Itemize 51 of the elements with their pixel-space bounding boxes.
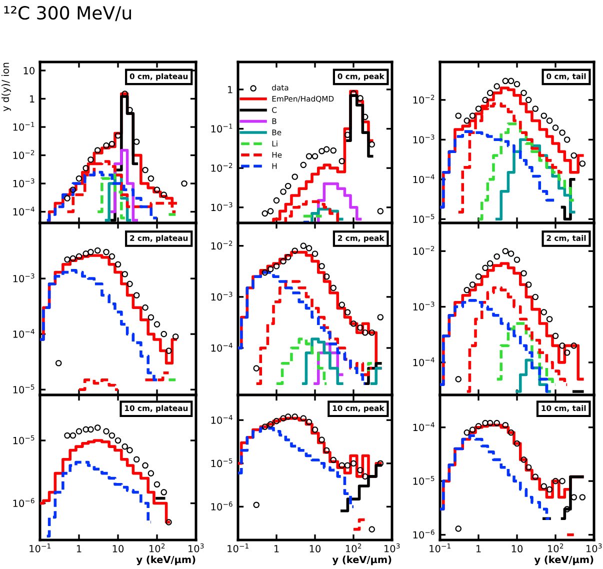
- y-tick-label: 10$^{−3}$: [413, 302, 434, 311]
- y-tick-label: 10$^{−5}$: [211, 458, 232, 468]
- x-axis-title: y (keV/μm): [136, 556, 196, 566]
- x-tick-label: 1: [274, 545, 279, 552]
- y-tick-label: 10$^{−4}$: [211, 342, 232, 352]
- y-tick-label: 10$^{−4}$: [211, 415, 232, 424]
- x-tick-label: 10$^{3}$: [188, 543, 204, 552]
- y-tick-label: 10$^{−4}$: [13, 206, 34, 216]
- x-tick-label: 1: [76, 545, 82, 552]
- x-tick-label: 10: [112, 545, 124, 552]
- y-tick-label: 10$^{−3}$: [13, 178, 34, 188]
- x-tick-label: 10$^{−1}$: [430, 544, 450, 552]
- y-tick-label: 10$^{−3}$: [413, 134, 434, 144]
- y-tick-label: 10$^{−2}$: [413, 94, 434, 104]
- y-tick-label: 10$^{−3}$: [13, 273, 34, 282]
- y-tick-label: 10$^{−4}$: [13, 329, 34, 338]
- y-tick-label: 10$^{−3}$: [211, 202, 232, 212]
- y-tick-label: 10$^{−4}$: [413, 174, 434, 184]
- y-tick-label: 1: [30, 95, 34, 102]
- y-tick-label: 10$^{−5}$: [13, 384, 34, 394]
- y-tick-label: 1: [228, 86, 232, 94]
- y-tick-label: 10$^{−5}$: [413, 476, 434, 485]
- y-tick-label: 10$^{−2}$: [13, 150, 34, 160]
- y-tick-label: 10$^{−1}$: [13, 122, 34, 131]
- y-tick-label: 10$^{−6}$: [413, 530, 434, 539]
- y-tick-label: 10$^{−4}$: [413, 357, 434, 366]
- x-tick-label: 10$^{2}$: [346, 543, 362, 552]
- x-axis-title: y (keV/μm): [332, 556, 392, 566]
- x-tick-label: 10$^{3}$: [586, 543, 602, 552]
- x-tick-label: 10: [310, 545, 321, 552]
- x-tick-label: 10: [512, 545, 523, 552]
- y-tick-label: 10$^{−4}$: [413, 422, 434, 432]
- text: ¹²C 300 MeV/u: [4, 6, 131, 22]
- y-tick-label: 10$^{−6}$: [13, 498, 34, 508]
- y-tick-label: 10$^{−3}$: [211, 292, 232, 301]
- y-axis-title: y d(y)/ ion: [1, 62, 11, 112]
- y-tick-label: 10$^{−2}$: [413, 246, 434, 255]
- x-tick-label: 1: [476, 545, 481, 552]
- y-tick-label: 10: [24, 66, 34, 74]
- y-tick-label: 10$^{−1}$: [211, 124, 232, 133]
- x-tick-label: 10$^{3}$: [384, 543, 400, 552]
- y-tick-label: 10$^{−5}$: [413, 214, 434, 223]
- y-tick-label: 10$^{−2}$: [211, 162, 232, 172]
- x-axis-title: y (keV/μm): [534, 556, 594, 566]
- y-tick-label: 10$^{−2}$: [211, 240, 232, 250]
- x-tick-label: 10$^{−1}$: [228, 544, 248, 552]
- x-tick-label: 10$^{2}$: [150, 543, 165, 552]
- x-tick-label: 10$^{2}$: [548, 543, 564, 552]
- y-tick-label: 10$^{−5}$: [13, 435, 34, 444]
- y-tick-label: 10$^{−6}$: [211, 502, 232, 510]
- x-tick-label: 10$^{−1}$: [30, 544, 50, 552]
